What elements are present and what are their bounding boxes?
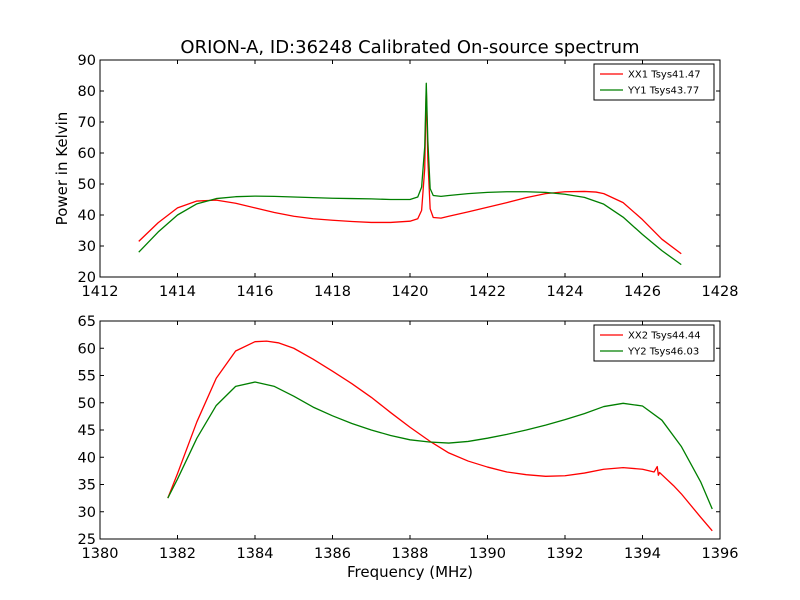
upper-x-tick-label: 1412 [82, 284, 119, 300]
upper-y-tick-label: 20 [78, 270, 96, 286]
upper-y-ticks: 20 30 40 50 60 70 80 90 [78, 53, 720, 286]
upper-series-line-yy [138, 82, 682, 266]
lower-y-tick-label: 55 [78, 369, 96, 385]
lower-y-tick-label: 25 [78, 532, 96, 548]
lower-y-tick-label: 60 [78, 341, 96, 357]
upper-y-tick-label: 70 [78, 115, 96, 131]
lower-y-tick-label: 65 [78, 314, 96, 330]
lower-x-ticks: 1380 1382 1384 1386 1388 1390 1392 1394 1396 [82, 321, 739, 562]
lower-series-line-yy [167, 381, 713, 510]
lower-x-tick-label: 1394 [624, 546, 661, 562]
upper-plot-frame [99, 59, 721, 278]
upper-x-ticks: 1412 1414 1416 1418 1420 1422 1424 1426 1428 [82, 60, 739, 300]
lower-x-tick-label: 1396 [702, 546, 739, 562]
upper-y-tick-label: 40 [78, 208, 96, 224]
upper-x-tick-label: 1418 [314, 284, 351, 300]
upper-y-axis-label: Power in Kelvin [53, 112, 71, 226]
upper-y-tick-label: 80 [78, 84, 96, 100]
figure-title: ORION-A, ID:36248 Calibrated On-source s… [180, 37, 639, 58]
lower-y-tick-label: 30 [78, 505, 96, 521]
upper-y-tick-label: 30 [78, 239, 96, 255]
upper-x-tick-label: 1416 [237, 284, 274, 300]
lower-x-tick-label: 1380 [82, 546, 119, 562]
lower-y-tick-label: 50 [78, 396, 96, 412]
lower-y-tick-label: 40 [78, 450, 96, 466]
lower-series-line-xx [167, 340, 713, 532]
lower-x-axis-label: Frequency (MHz) [347, 563, 473, 581]
upper-y-tick-label: 90 [78, 53, 96, 69]
lower-legend-box [593, 324, 715, 362]
lower-x-tick-label: 1384 [237, 546, 274, 562]
upper-y-tick-label: 60 [78, 146, 96, 162]
upper-legend: XX1 Tsys41.47 YY1 Tsys43.77 [593, 63, 715, 101]
upper-x-tick-label: 1422 [469, 284, 506, 300]
legend-label-yy1: YY1 Tsys43.77 [627, 86, 699, 97]
upper-x-tick-label: 1420 [392, 284, 429, 300]
upper-y-tick-label: 50 [78, 177, 96, 193]
upper-series [138, 82, 682, 266]
legend-label-xx2: XX2 Tsys44.44 [628, 331, 701, 342]
legend-label-xx1: XX1 Tsys41.47 [628, 70, 701, 81]
lower-y-ticks: 25 30 35 40 45 50 55 60 65 [78, 314, 720, 548]
upper-x-tick-label: 1426 [624, 284, 661, 300]
lower-x-tick-label: 1390 [469, 546, 506, 562]
lower-x-tick-label: 1388 [392, 546, 429, 562]
lower-series [167, 340, 713, 532]
upper-x-tick-label: 1428 [702, 284, 739, 300]
lower-plot-frame [99, 320, 721, 540]
upper-legend-box [593, 63, 715, 101]
legend-label-yy2: YY2 Tsys46.03 [627, 347, 699, 358]
upper-x-tick-label: 1424 [547, 284, 584, 300]
upper-x-tick-label: 1414 [159, 284, 196, 300]
lower-x-tick-label: 1392 [547, 546, 584, 562]
lower-y-tick-label: 45 [78, 423, 96, 439]
lower-y-tick-label: 35 [78, 478, 96, 494]
lower-x-tick-label: 1382 [159, 546, 196, 562]
lower-x-tick-label: 1386 [314, 546, 351, 562]
lower-legend: XX2 Tsys44.44 YY2 Tsys46.03 [593, 324, 715, 362]
upper-plot: 20 30 40 50 60 70 80 90 1412 1414 1416 1418 1420 142… [53, 53, 738, 300]
